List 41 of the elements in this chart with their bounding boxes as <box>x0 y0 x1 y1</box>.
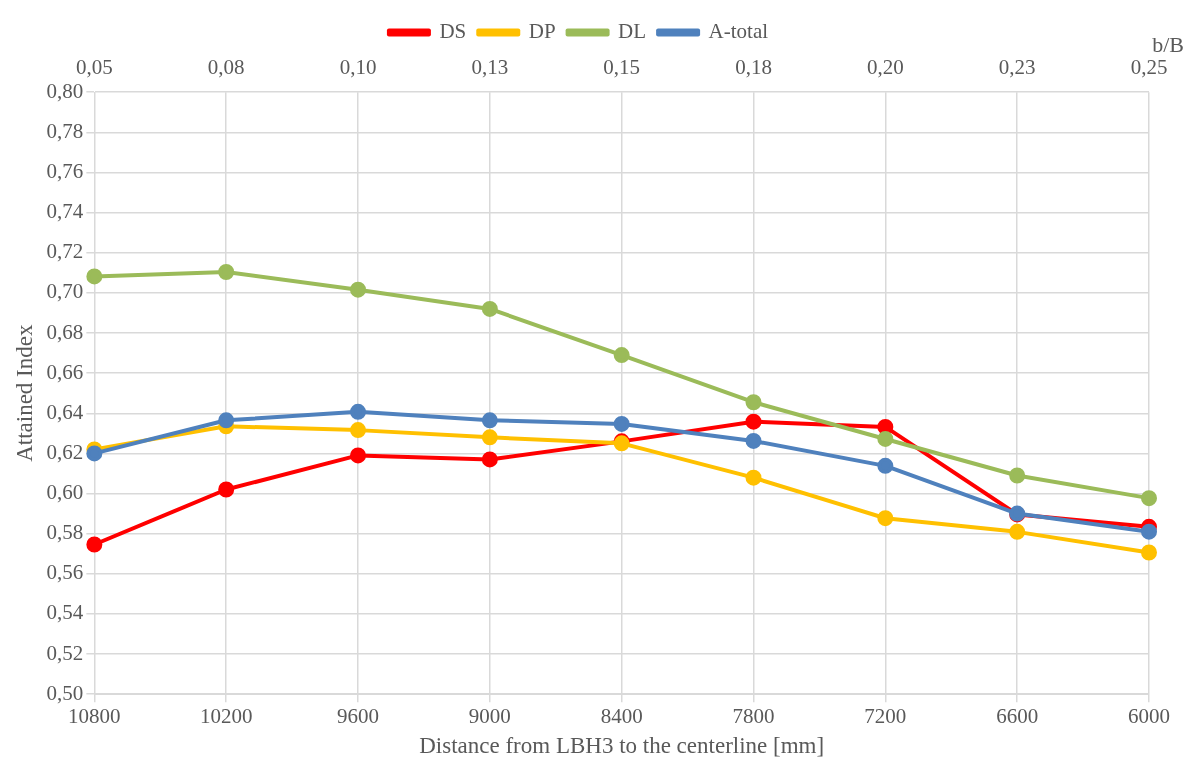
y-tick-label: 0,52 <box>46 640 84 665</box>
x-tick-label: 8400 <box>600 704 643 729</box>
y-tick-label: 0,50 <box>46 680 84 705</box>
legend-label: DS <box>439 19 467 44</box>
y-tick-label: 0,64 <box>46 399 84 424</box>
x-tick-label: 7200 <box>864 704 907 729</box>
y-tick-label: 0,66 <box>46 359 84 384</box>
y-tick-label: 0,74 <box>46 199 84 224</box>
x2-axis-title: b/B <box>1152 32 1184 57</box>
x2-tick-label: 0,23 <box>998 55 1036 80</box>
x-tick-label: 9000 <box>468 704 511 729</box>
x2-tick-label: 0,25 <box>1130 55 1168 80</box>
y-tick-label: 0,54 <box>46 600 84 625</box>
x2-tick-label: 0,15 <box>603 55 641 80</box>
y-tick-label: 0,76 <box>46 158 84 183</box>
x2-tick-label: 0,18 <box>735 55 772 80</box>
y-tick-label: 0,70 <box>46 279 84 304</box>
x-axis-title: Distance from LBH3 to the centerline [mm] <box>419 733 825 759</box>
x2-tick-label: 0,08 <box>207 55 245 80</box>
y-axis-title: Attained Index <box>11 324 37 462</box>
y-tick-label: 0,80 <box>46 78 84 103</box>
x-tick-label: 6000 <box>1128 704 1170 729</box>
x-tick-label: 9600 <box>337 704 380 729</box>
y-tick-label: 0,68 <box>46 319 84 344</box>
legend-label: DP <box>528 19 556 44</box>
x-tick-label: 10200 <box>199 704 253 729</box>
x2-tick-label: 0,10 <box>339 55 377 80</box>
y-tick-label: 0,72 <box>46 239 84 264</box>
x-tick-label: 6600 <box>996 704 1039 729</box>
x2-tick-label: 0,13 <box>471 55 509 80</box>
x2-tick-label: 0,05 <box>75 55 113 80</box>
y-tick-label: 0,78 <box>46 118 84 143</box>
legend-label: A-total <box>708 19 769 44</box>
y-tick-label: 0,56 <box>46 560 84 585</box>
y-tick-label: 0,62 <box>46 439 84 464</box>
y-tick-label: 0,58 <box>46 520 84 545</box>
x-tick-label: 10800 <box>68 704 121 729</box>
y-tick-label: 0,60 <box>46 480 84 505</box>
x2-tick-label: 0,20 <box>866 55 904 80</box>
x-tick-label: 7800 <box>732 704 775 729</box>
legend-label: DL <box>618 19 647 44</box>
